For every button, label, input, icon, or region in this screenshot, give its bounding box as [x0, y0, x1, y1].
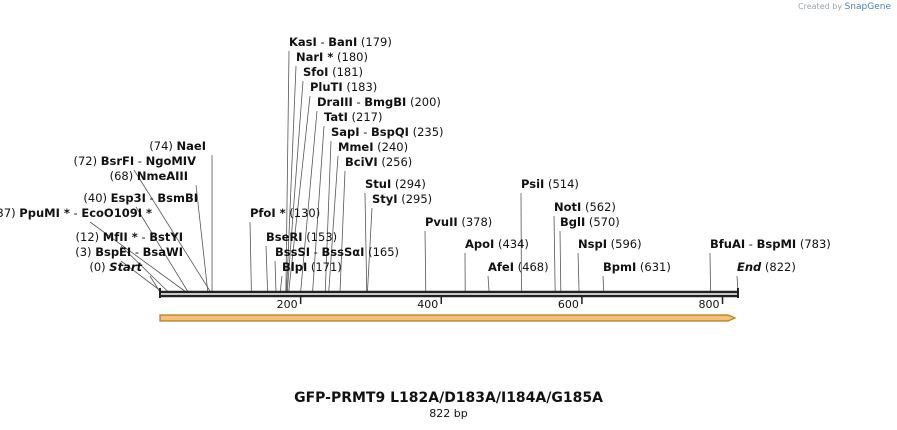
leader-line	[279, 275, 283, 293]
enzyme-label[interactable]: PvuII (378)	[425, 215, 492, 229]
scale-tick-label: 800	[699, 298, 720, 311]
enzyme-label[interactable]: NarI * (180)	[296, 50, 368, 64]
snapgene-logo-text: SnapGene	[844, 2, 891, 12]
enzyme-label[interactable]: BfuAI - BspMI (783)	[710, 237, 831, 251]
leader-line	[285, 50, 290, 293]
enzyme-label[interactable]: NotI (562)	[554, 200, 616, 214]
leader-line	[89, 221, 187, 293]
leader-line	[120, 260, 163, 293]
enzyme-label[interactable]: SfoI (181)	[303, 65, 363, 79]
scale-ticks: 200 400 600 800	[277, 297, 724, 311]
enzyme-label[interactable]: PfoI * (130)	[250, 206, 320, 220]
enzyme-label[interactable]: SapI - BspQI (235)	[331, 125, 444, 139]
leader-line	[288, 95, 311, 293]
leader-line	[249, 221, 252, 293]
feature-arrow-shape[interactable]	[159, 314, 737, 322]
leader-line	[709, 252, 711, 293]
scale-tick-label: 600	[558, 298, 579, 311]
scale-tick-label: 400	[417, 298, 438, 311]
leader-line	[424, 230, 427, 293]
enzyme-label[interactable]: (12) MfII * - BstYI	[76, 230, 183, 244]
construct-title: GFP-PRMT9 L182A/D183A/I184A/G185A	[294, 390, 603, 406]
leader-line	[487, 275, 490, 293]
leader-line	[286, 80, 304, 293]
leader-line	[300, 110, 318, 293]
leader-line	[577, 252, 580, 293]
leader-line	[135, 206, 189, 293]
enzyme-label[interactable]: MmeI (240)	[338, 140, 408, 154]
leader-line	[120, 245, 169, 293]
leader-line	[364, 192, 368, 293]
enzyme-label[interactable]: (37) PpuMI * - EcoO109I *	[0, 206, 152, 220]
enzyme-label[interactable]: PsiI (514)	[521, 177, 579, 191]
enzyme-label[interactable]: BssSI - BssSαI (165)	[275, 245, 399, 259]
leader-line	[324, 140, 332, 293]
enzyme-label[interactable]: BciVI (256)	[345, 155, 412, 169]
enzyme-label[interactable]: BglI (570)	[560, 215, 620, 229]
enzyme-label[interactable]: ApoI (434)	[465, 237, 529, 251]
feature-arrow[interactable]	[159, 314, 737, 322]
enzyme-label[interactable]: (74) NaeI	[149, 139, 206, 153]
enzyme-label[interactable]: BlpI (171)	[282, 260, 342, 274]
leader-line	[559, 230, 562, 293]
enzyme-label[interactable]: BpmI (631)	[603, 260, 671, 274]
leader-line	[133, 169, 211, 293]
enzyme-label[interactable]: (72) BsrFI - NgoMIV	[73, 154, 196, 168]
enzyme-label[interactable]: StyI (295)	[372, 192, 432, 206]
snapgene-credit: Created by SnapGene	[798, 2, 891, 12]
enzyme-label[interactable]: TatI (217)	[324, 110, 383, 124]
leader-line	[367, 207, 373, 293]
enzyme-label[interactable]: (40) Esp3I - BsmBI	[83, 191, 198, 205]
leader-line	[553, 215, 556, 293]
credit-prefix: Created by	[798, 2, 843, 11]
leader-line	[312, 125, 325, 293]
enzyme-label[interactable]: (3) BspEI - BsaWI	[75, 245, 183, 259]
enzyme-label[interactable]: KasI - BanI (179)	[289, 35, 392, 49]
sequence-backbone	[159, 288, 739, 298]
enzyme-label[interactable]: DraIII - BmgBI (200)	[317, 95, 441, 109]
enzyme-labels: (0) Start(3) BspEI - BsaWI(12) MfII * - …	[0, 35, 831, 274]
enzyme-label[interactable]: StuI (294)	[365, 177, 426, 191]
enzyme-label[interactable]: PluTI (183)	[310, 80, 377, 94]
leader-line	[328, 155, 339, 293]
sequence-map: 200 400 600 800 (0) Start(3) BspEI - BsaWI(…	[0, 35, 831, 322]
enzyme-label[interactable]: End (822)	[737, 260, 796, 274]
sequence-length: 822 bp	[429, 407, 468, 420]
enzyme-label[interactable]: BseRI (153)	[266, 230, 337, 244]
leader-line	[265, 245, 268, 293]
leader-line	[339, 170, 346, 293]
enzyme-label[interactable]: NspI (596)	[578, 237, 642, 251]
enzyme-label[interactable]: AfeI (468)	[488, 260, 549, 274]
leader-line	[602, 275, 605, 293]
enzyme-label[interactable]: (68) NmeAIII	[110, 169, 188, 183]
leader-line	[274, 260, 277, 293]
scale-tick-label: 200	[277, 298, 298, 311]
enzyme-label[interactable]: (0) Start	[89, 260, 142, 274]
leader-line	[195, 184, 209, 293]
leader-line	[286, 65, 297, 293]
leader-lines	[89, 50, 739, 293]
